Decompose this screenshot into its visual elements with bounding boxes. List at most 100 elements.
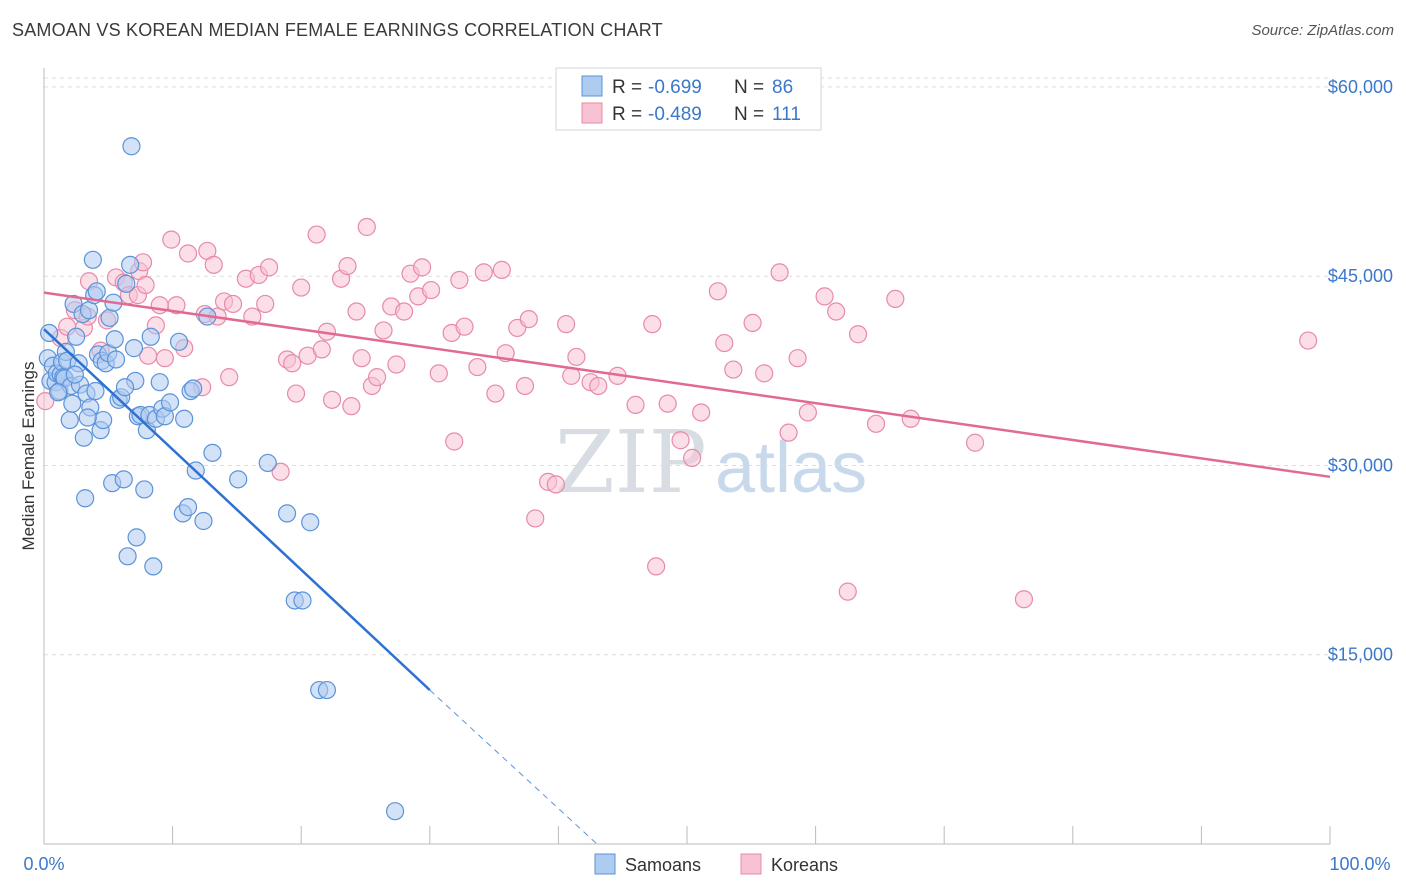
legend-samoans-r-value: -0.699	[648, 77, 702, 98]
korean-point	[567, 347, 586, 367]
korean-point	[788, 349, 807, 368]
gridlines	[44, 77, 1330, 656]
samoan-point	[79, 301, 99, 320]
korean-point	[338, 257, 357, 276]
samoan-point	[127, 528, 146, 547]
legend-koreans-r-value: -0.489	[648, 104, 702, 125]
trendlines	[43, 291, 1331, 845]
samoan-point	[63, 394, 82, 413]
korean-point	[223, 294, 243, 314]
samoan-point	[169, 332, 189, 351]
samoan-point	[114, 470, 133, 489]
korean-point	[658, 394, 677, 413]
samoan-point	[49, 383, 68, 402]
korean-point	[546, 475, 565, 494]
korean-point	[743, 313, 762, 332]
korean-point	[519, 309, 538, 329]
series-legend: Samoans Koreans	[594, 853, 838, 875]
legend-samoans-swatch	[581, 75, 603, 97]
samoan-point	[76, 489, 95, 508]
samoan-point	[106, 350, 126, 369]
korean-point	[848, 325, 868, 344]
chart-title: SAMOAN VS KOREAN MEDIAN FEMALE EARNINGS …	[12, 20, 663, 40]
korean-point	[671, 431, 690, 450]
watermark-zip: ZIP	[555, 413, 707, 513]
korean-point	[647, 557, 666, 576]
korean-point	[220, 368, 239, 387]
samoan-point	[117, 274, 136, 293]
korean-point	[178, 244, 198, 263]
samoan-point	[122, 137, 141, 156]
samoan-point	[100, 308, 119, 327]
y-axis-label: Median Female Earnings	[19, 362, 38, 551]
bottom-legend-samoans-label: Samoans	[625, 855, 701, 875]
x-tick-label-max: 100.0%	[1329, 854, 1390, 874]
y-tick-label: $45,000	[1328, 266, 1393, 286]
samoan-point	[160, 393, 180, 412]
samoans-trendline-extension	[429, 689, 598, 845]
samoan-point	[293, 591, 312, 610]
samoan-point	[78, 408, 97, 427]
samoans-trendline	[43, 328, 431, 691]
korean-point	[387, 355, 406, 374]
korean-point	[167, 296, 186, 315]
korean-point	[445, 432, 464, 451]
korean-point	[692, 403, 711, 422]
korean-point	[271, 462, 290, 481]
korean-point	[322, 390, 342, 409]
legend-koreans-n-label: N =	[734, 104, 764, 125]
y-tick-label: $15,000	[1328, 645, 1393, 665]
samoan-point	[105, 330, 124, 349]
korean-point	[312, 340, 331, 359]
korean-point	[755, 364, 774, 383]
samoan-point	[258, 453, 277, 473]
korean-point	[492, 260, 511, 279]
korean-point	[292, 278, 311, 297]
legend-samoans-r-label: R =	[612, 77, 642, 98]
samoan-point	[87, 282, 106, 301]
korean-point	[589, 376, 608, 396]
korean-point	[367, 368, 387, 387]
samoan-point	[65, 365, 84, 384]
legend-koreans-swatch	[581, 102, 603, 124]
bottom-legend-koreans-swatch	[740, 853, 762, 875]
samoan-point	[74, 428, 93, 447]
legend-samoans-n-value: 86	[772, 77, 793, 98]
samoan-point	[118, 547, 137, 566]
korean-point	[798, 403, 817, 422]
samoan-point	[86, 381, 105, 401]
samoan-point	[178, 498, 198, 517]
samoan-point	[175, 409, 194, 428]
korean-point	[827, 302, 846, 321]
samoan-point	[121, 255, 140, 274]
samoan-point	[229, 470, 248, 489]
korean-point	[374, 321, 393, 340]
samoan-point	[317, 680, 337, 700]
x-tick-label-min: 0.0%	[23, 854, 64, 874]
samoan-point	[203, 443, 222, 462]
legend-koreans-n-value: 111	[772, 104, 801, 125]
samoan-point	[94, 410, 113, 430]
samoan-point	[144, 557, 163, 576]
samoan-point	[135, 480, 154, 499]
korean-point	[770, 263, 789, 282]
samoan-point	[141, 327, 160, 346]
korean-point	[455, 317, 474, 336]
source-credit: Source: ZipAtlas.com	[1251, 22, 1394, 39]
korean-point	[204, 255, 223, 274]
korean-point	[412, 258, 432, 277]
korean-point	[866, 414, 886, 433]
korean-point	[815, 287, 834, 306]
samoan-point	[83, 250, 102, 269]
korean-point	[429, 364, 448, 383]
korean-point	[643, 315, 662, 334]
korean-point	[965, 433, 985, 452]
korean-point	[155, 349, 174, 368]
korean-point	[307, 225, 326, 244]
samoan-point	[150, 373, 169, 392]
samoan-point	[277, 504, 297, 523]
y-tick-labels: $15,000 $30,000 $45,000 $60,000	[1328, 77, 1393, 665]
korean-point	[779, 423, 798, 442]
korean-point	[162, 230, 181, 249]
